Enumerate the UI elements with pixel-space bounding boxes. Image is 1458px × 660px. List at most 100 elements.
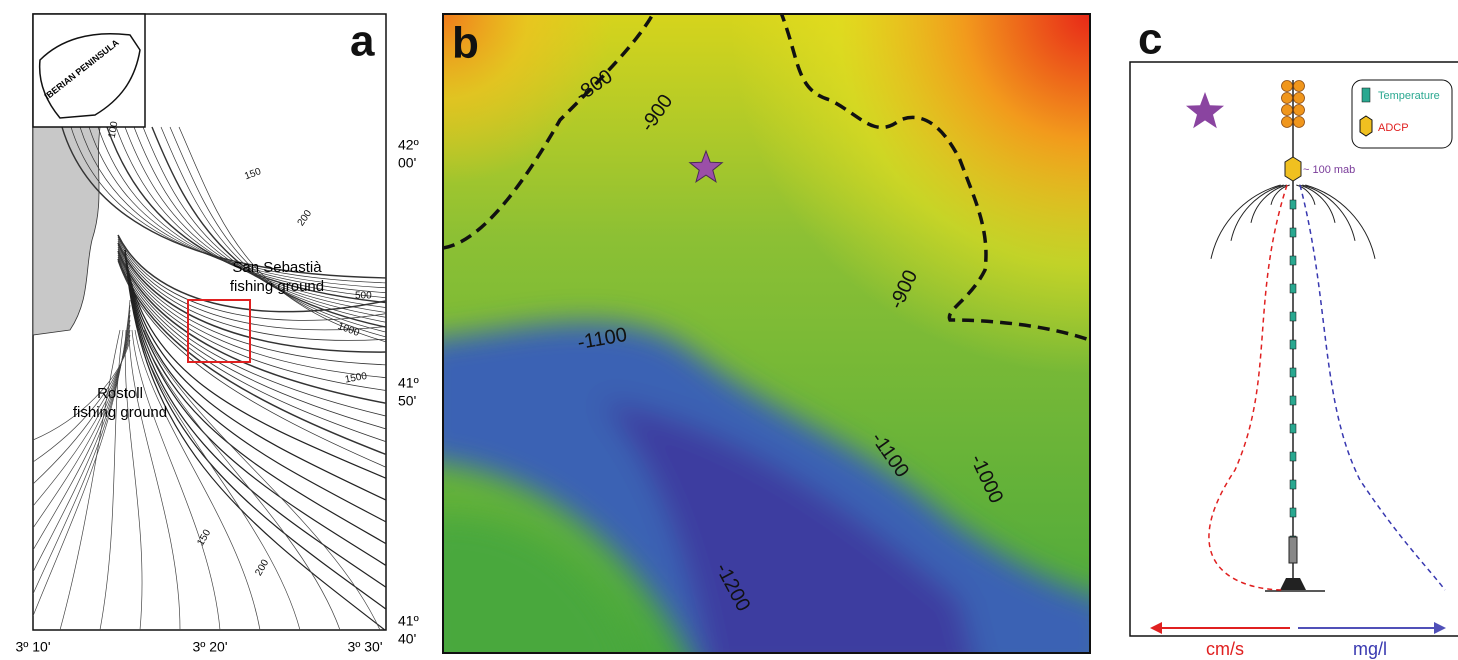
- lat-label: 42º: [398, 137, 419, 153]
- panel-label: c: [1138, 15, 1162, 64]
- contour-label: 100: [107, 120, 121, 139]
- land: [32, 126, 101, 336]
- contour-line: [169, 126, 386, 338]
- contour-line: [117, 234, 386, 313]
- velocity-profile: [1208, 184, 1288, 591]
- lon-labels: 3º 10' 3º 20' 3º 30': [15, 639, 382, 655]
- lat-label: 00': [398, 155, 416, 171]
- sensor: [1289, 311, 1297, 322]
- lon-label: 3º 30': [347, 639, 382, 655]
- contour-line: [117, 242, 386, 353]
- contours: [33, 126, 386, 630]
- contour-line: [117, 256, 386, 443]
- legend-text: ADCP: [1378, 122, 1409, 134]
- contour-line: [70, 126, 386, 284]
- acoustic-beam: [1302, 184, 1356, 241]
- contour-line: [117, 254, 386, 430]
- contour-line: [160, 126, 386, 333]
- contour-line: [106, 126, 386, 304]
- contour-label: 500: [355, 291, 372, 302]
- bathymetry: [443, 14, 1090, 653]
- place-label: fishing ground: [230, 278, 324, 295]
- contour-line: [117, 238, 386, 331]
- float: [1293, 92, 1305, 104]
- acoustic-beam: [1305, 184, 1376, 259]
- float: [1281, 92, 1293, 104]
- adcp: [1284, 156, 1302, 182]
- float: [1281, 116, 1293, 128]
- sensor: [1289, 227, 1297, 238]
- contour-line: [117, 246, 386, 379]
- mooring: [1210, 80, 1376, 592]
- sensor: [1289, 479, 1297, 490]
- contour-line: [124, 249, 386, 501]
- contour-line: [124, 249, 386, 545]
- release: [1288, 536, 1298, 564]
- contour-line: [117, 244, 386, 366]
- legend-swatch: [1361, 87, 1371, 103]
- contour-line: [117, 250, 386, 404]
- sensor: [1289, 395, 1297, 406]
- contour-line: [124, 249, 386, 567]
- sensor: [1289, 423, 1297, 434]
- legend: [1351, 79, 1453, 149]
- contour-line: [117, 248, 386, 391]
- lat-label: 50': [398, 393, 416, 409]
- acoustic-beam: [1296, 184, 1316, 205]
- panel-a: IBERIAN PENINSULA a 100 150 200 500 1000…: [15, 13, 419, 655]
- place-label: Rostoll: [97, 385, 143, 402]
- sensor: [1289, 367, 1297, 378]
- panel-b: b -800 -900 -900 -1100 -1100 -1000 -1200: [442, 13, 1091, 654]
- panel-label: b: [452, 19, 479, 68]
- sensor: [1289, 451, 1297, 462]
- lat-labels: 42º 00' 41º 50' 41º 40': [398, 137, 419, 647]
- concentration-profile: [1299, 184, 1446, 591]
- contour-line: [124, 249, 386, 479]
- contour-line: [117, 236, 386, 321]
- float: [1281, 104, 1293, 116]
- contour-line: [124, 249, 386, 523]
- contour-line: [124, 249, 386, 630]
- study-area-box: [187, 299, 251, 363]
- acoustic-beam: [1210, 184, 1281, 259]
- contour-line: [115, 126, 386, 308]
- contour-line: [178, 126, 386, 343]
- contour-line: [151, 126, 386, 328]
- sensor: [1289, 283, 1297, 294]
- float: [1293, 104, 1305, 116]
- acoustic-beam: [1230, 184, 1284, 241]
- contour-line: [124, 249, 386, 589]
- contour-line: [33, 319, 221, 630]
- float: [1293, 116, 1305, 128]
- contour-line: [88, 126, 386, 294]
- site-star: [1186, 92, 1224, 129]
- site-star: [688, 149, 724, 183]
- sensor: [1289, 339, 1297, 350]
- contour-line: [117, 252, 386, 417]
- float: [1281, 80, 1293, 92]
- float: [1293, 80, 1305, 92]
- mab-label: ~ 100 mab: [1303, 164, 1355, 176]
- place-label: fishing ground: [73, 404, 167, 421]
- contour-line: [133, 126, 386, 318]
- lat-label: 41º: [398, 375, 419, 391]
- panel-frame: [442, 13, 1091, 654]
- acoustic-beam: [1270, 184, 1290, 205]
- contour-line: [33, 299, 381, 630]
- sensor: [1289, 507, 1297, 518]
- contour-line: [97, 126, 386, 298]
- legend-swatch: [1359, 115, 1373, 137]
- contour-line: [124, 126, 386, 313]
- arrow-head: [1150, 622, 1162, 634]
- lat-label: 40': [398, 631, 416, 647]
- place-label: San Sebastià: [232, 259, 322, 276]
- contour-line: [61, 126, 386, 279]
- lat-label: 41º: [398, 613, 419, 629]
- anchor: [1280, 578, 1306, 590]
- peninsula-outline: [38, 32, 141, 119]
- legend-text: Temperature: [1378, 90, 1440, 102]
- lon-label: 3º 20': [192, 639, 227, 655]
- sensor: [1289, 199, 1297, 210]
- acoustic-beam: [1299, 184, 1336, 223]
